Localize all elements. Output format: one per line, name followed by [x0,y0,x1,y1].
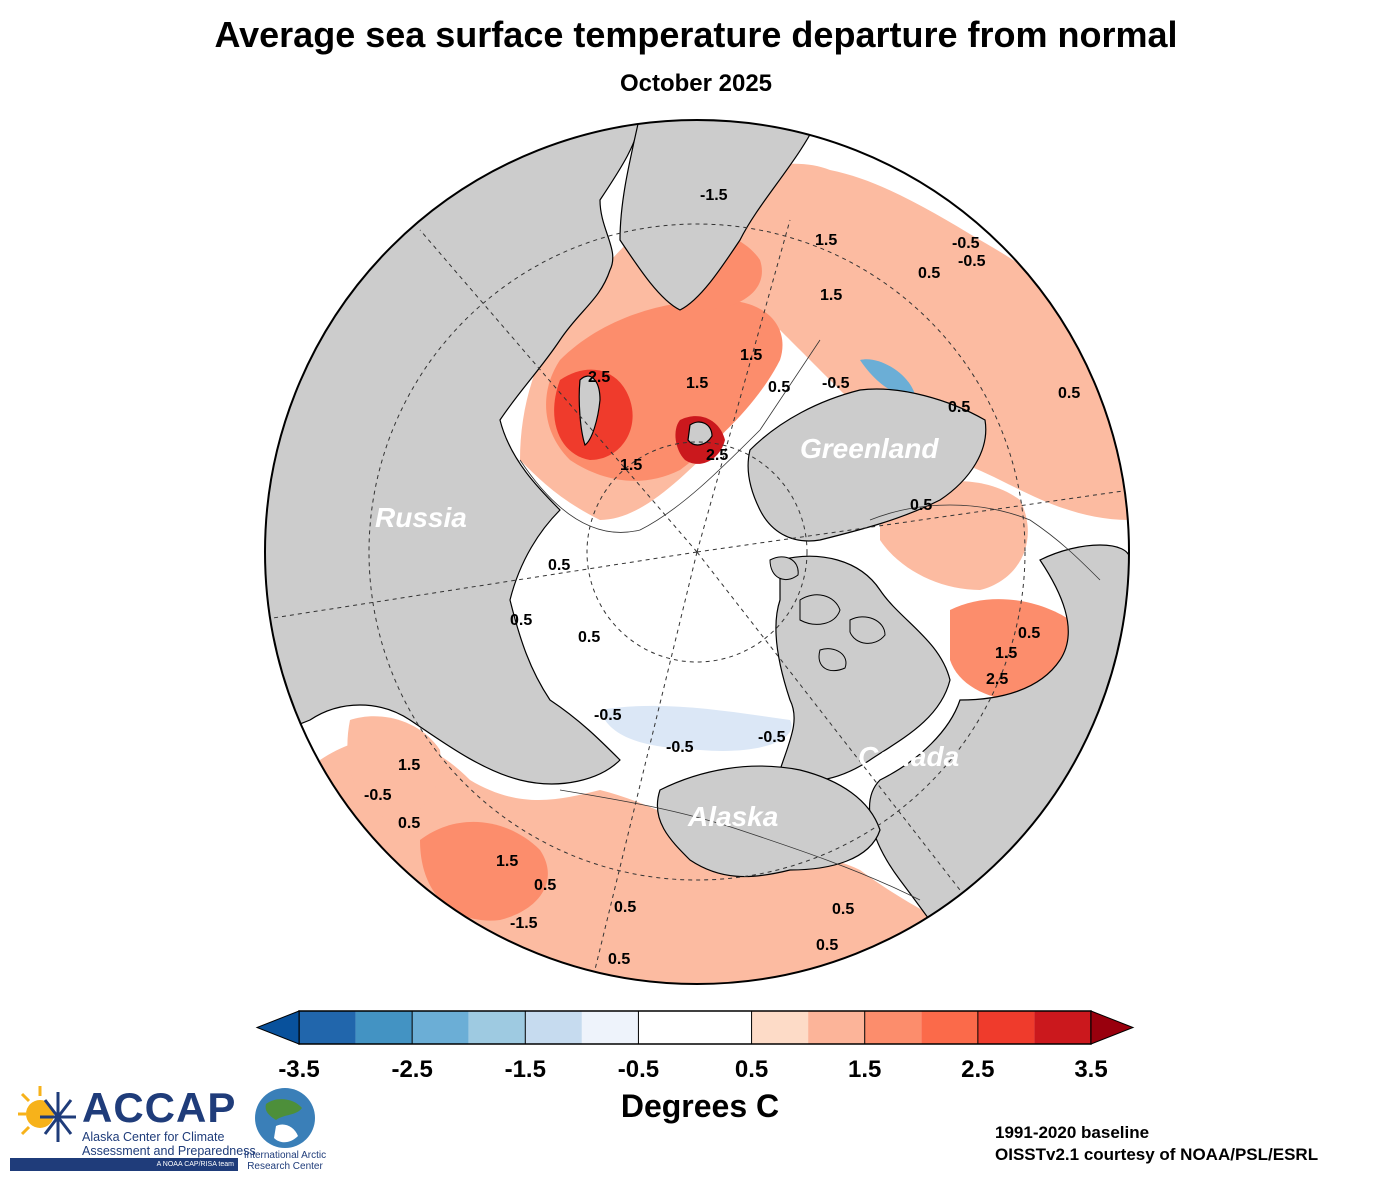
map-boundary [264,119,1130,985]
map-body [265,120,1129,984]
accap-name: ACCAP [82,1084,237,1131]
contour-line [869,504,1101,581]
contour-label: 0.5 [510,612,532,629]
region-label-greenland: Greenland [800,433,939,464]
contour-label: 1.5 [686,375,708,392]
globe-icon [255,1088,315,1148]
baseline-note: 1991-2020 baseline [995,1123,1150,1142]
contour-label: -0.5 [364,787,392,804]
accap-line1: Alaska Center for Climate [82,1130,225,1144]
colorbar-swatch [921,1011,978,1044]
colorbar-tick-label: 1.5 [848,1056,881,1083]
colorbar-tick-label: -1.5 [505,1056,546,1083]
contour-label: 2.5 [986,671,1008,688]
colorbar-swatch [468,1011,526,1044]
region-label-alaska: Alaska [687,801,778,832]
region-label-russia: Russia [375,502,467,533]
anomaly-pacific-strong [420,821,548,921]
contour-label: 2.5 [706,447,728,464]
land-greenland [747,388,987,542]
colorbar-swatch [581,1011,639,1044]
sun-snowflake-icon [18,1086,76,1142]
contour-label: 0.5 [1058,385,1080,402]
contour-line [519,339,821,533]
chart-subtitle: October 2025 [619,70,773,97]
contour-label: 0.5 [1018,625,1040,642]
land-novaya-zemlya [578,375,601,446]
contour-label: 0.5 [918,265,940,282]
credits: 1991-2020 baseline OISSTv2.1 courtesy of… [995,1122,1318,1166]
land-svalbard [687,421,713,446]
contour-label: 2.5 [588,369,610,386]
source-note: OISSTv2.1 courtesy of NOAA/PSL/ESRL [995,1145,1319,1164]
contour-label: 1.5 [496,853,518,870]
colorbar-tick-label: -0.5 [618,1056,659,1083]
colorbar-label: Degrees C [620,1088,780,1124]
contour-label: 0.5 [548,557,570,574]
colorbar-over-arrow [1090,1010,1135,1045]
colorbar-swatch [355,1011,413,1044]
contour-label: -1.5 [700,187,728,204]
contour-label: 1.5 [820,287,842,304]
colorbar: -3.5 -2.5 -1.5 -0.5 0.5 1.5 2.5 3.5 [255,1010,1135,1083]
colorbar-swatch [808,1011,865,1044]
colorbar-swatch [638,1011,695,1044]
colorbar-swatch [1034,1011,1091,1044]
colorbar-tick-label: 3.5 [1074,1056,1107,1083]
contour-label: 0.5 [832,901,854,918]
contour-label: 0.5 [816,937,838,954]
contour-label: 1.5 [740,347,762,364]
iarc-line2: Research Center [247,1161,323,1172]
accap-band: A NOAA CAP/RISA team [10,1158,238,1171]
contour-label: 0.5 [398,815,420,832]
chart-title: Average sea surface temperature departur… [214,14,1178,55]
iarc-logo: International Arctic Research Center [236,1086,334,1176]
anomaly-beaufort-cold [600,705,792,751]
contour-label: 0.5 [948,399,970,416]
contour-label: 0.5 [534,877,556,894]
colorbar-swatch [977,1011,1035,1044]
graticule [265,219,1129,984]
colorbar-tick-label: 0.5 [735,1056,768,1083]
colorbar-swatch [864,1011,922,1044]
accap-logo: ACCAP Alaska Center for Climate Assessme… [10,1078,256,1174]
contour-label: 0.5 [768,379,790,396]
iarc-line1: International Arctic [243,1150,327,1161]
contour-label: -1.5 [510,915,538,932]
land-arctic-archipelago [769,556,886,672]
region-label-canada: Canada [858,741,959,772]
contour-label: -0.5 [758,729,786,746]
contour-label: 1.5 [398,757,420,774]
contour-label: 0.5 [578,629,600,646]
contour-label: 0.5 [608,951,630,968]
colorbar-tick-label: 2.5 [961,1056,994,1083]
accap-line2: Assessment and Preparedness [82,1144,256,1158]
iarc-text: International Arctic Research Center [236,1150,334,1172]
colorbar-swatch [299,1011,356,1044]
colorbar-swatch [412,1011,469,1044]
contour-label: 1.5 [815,232,837,249]
colorbar-tick-label: -3.5 [278,1056,319,1083]
colorbar-swatch [751,1011,809,1044]
contour-label: -0.5 [822,375,850,392]
contour-label: 0.5 [910,497,932,514]
contour-label: 1.5 [620,457,642,474]
colorbar-under-arrow [255,1010,300,1045]
contour-label: 0.5 [614,899,636,916]
land-scandinavia [619,120,821,311]
contour-labels: 2.5 1.5 1.5 2.5 -1.5 1.5 1.5 0.5 -0.5 0.… [364,187,1080,968]
contour-label: -0.5 [952,235,980,252]
contour-line [559,789,921,901]
contour-label: -0.5 [594,707,622,724]
contour-label: -0.5 [958,253,986,270]
land-alaska [656,765,881,878]
anomaly-greenland-sea-cold [860,359,915,397]
colorbar-swatch [525,1011,582,1044]
anomaly-okhotsk [347,716,441,820]
colorbar-swatch [695,1011,752,1044]
contour-label: -0.5 [666,739,694,756]
colorbar-tick-label: -2.5 [391,1056,432,1083]
contour-label: 1.5 [995,645,1017,662]
